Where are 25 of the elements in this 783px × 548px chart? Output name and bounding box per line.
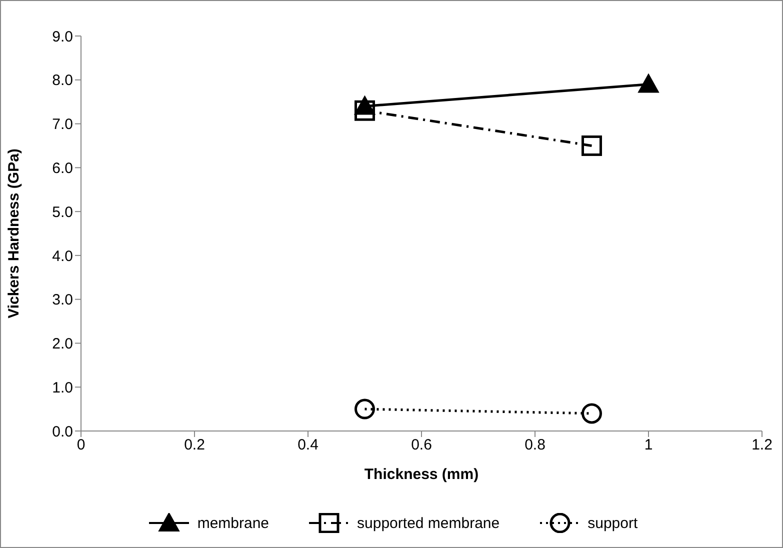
legend-label: membrane (197, 514, 270, 532)
y-tick-label: 0.0 (52, 423, 73, 440)
y-tick-label: 2.0 (52, 336, 73, 353)
x-tick-label: 1 (644, 436, 653, 454)
y-tick-label: 5.0 (52, 204, 73, 221)
x-tick-label: 0.2 (184, 436, 205, 454)
y-tick-label: 9.0 (52, 28, 73, 46)
legend-label: supported membrane (357, 514, 500, 532)
y-axis-title: Vickers Hardness (GPa) (5, 148, 22, 318)
y-tick-label: 7.0 (52, 116, 73, 134)
point (582, 403, 602, 424)
y-tick-label: 4.0 (52, 248, 73, 265)
point (354, 398, 375, 420)
point (582, 135, 602, 156)
legend-label: support (588, 514, 638, 532)
y-tick-label: 8.0 (52, 72, 73, 90)
x-tick-label: 1.2 (752, 436, 772, 454)
x-axis-title: Thickness (mm) (364, 466, 479, 483)
x-tick-label: 0 (76, 436, 86, 454)
y-tick-label: 1.0 (52, 379, 73, 396)
y-tick-label: 6.0 (52, 160, 73, 177)
x-tick-label: 0.8 (524, 436, 546, 454)
y-tick-label: 3.0 (52, 292, 73, 309)
x-tick-label: 0.4 (298, 436, 318, 454)
x-tick-label: 0.6 (411, 436, 432, 454)
